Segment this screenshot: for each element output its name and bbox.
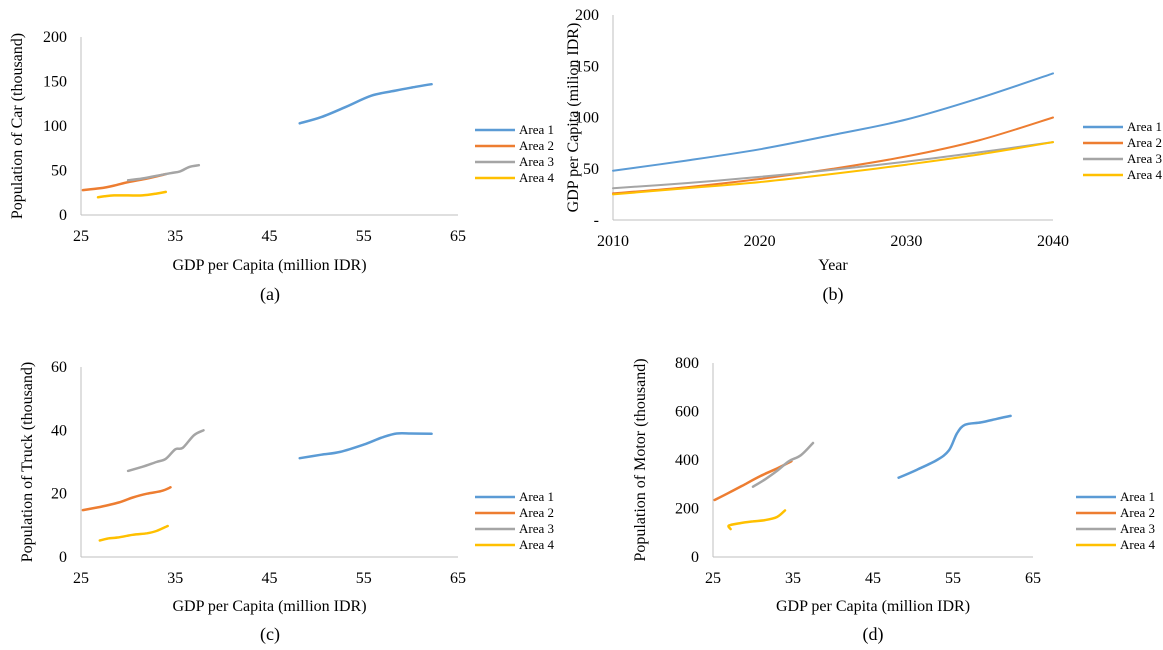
series-line-area-1 [298,431,433,460]
chart-caption: (a) [260,284,280,305]
y-tick-label: 600 [675,404,699,421]
y-tick-label: 150 [575,58,599,75]
y-tick-label: 200 [575,7,599,24]
y-tick-label: 200 [675,501,699,518]
y-tick-label: 50 [51,163,67,180]
legend-label: Area 2 [519,138,554,153]
y-tick-label: 60 [51,359,67,376]
x-tick-label: 2020 [744,233,776,250]
chart-caption: (d) [863,624,884,645]
x-tick-label: 25 [73,570,89,587]
legend-label: Area 3 [519,521,554,536]
y-tick-label: 0 [59,207,67,224]
series-line-area-1 [612,72,1054,172]
legend-label: Area 2 [1127,135,1162,150]
series-line-area-2 [81,486,172,512]
series-line-area-2 [713,459,793,502]
x-tick-label: 65 [1025,570,1041,587]
y-axis-label: Population of Motor (thousand) [632,358,649,561]
legend-label: Area 3 [519,154,554,169]
y-tick-label: 50 [583,161,599,178]
series-line-area-4 [98,524,169,542]
x-tick-label: 65 [450,570,466,587]
series-line-area-1 [298,82,433,125]
legend-label: Area 4 [1127,167,1163,182]
series-line-area-2 [612,116,1054,195]
x-tick-label: 55 [945,570,961,587]
y-axis-label: GDP per Capita (milion IDR) [565,23,582,213]
x-axis-label: GDP per Capita (million IDR) [776,598,970,615]
chart-3: 0 20 40 60 25 35 45 55 65 GDP per Capita (million… [19,359,555,645]
y-tick-label: 100 [575,110,599,127]
chart-caption: (b) [823,284,844,305]
y-tick-label: 400 [675,452,699,469]
y-axis-label: Population of Truck (thousand) [19,362,36,562]
legend-label: Area 1 [519,489,554,504]
y-tick-label: 40 [51,422,67,439]
series-line-area-3 [612,141,1054,190]
x-tick-label: 45 [262,570,278,587]
legend-label: Area 1 [1127,119,1162,134]
y-tick-label: 0 [59,549,67,566]
x-tick-label: 25 [73,228,89,245]
y-tick-label: 200 [43,29,67,46]
y-axis-label: Population of Car (thousand) [9,33,26,219]
x-tick-label: 35 [167,228,183,245]
series-line-area-3 [126,429,205,473]
legend-label: Area 4 [519,537,555,552]
x-axis-label: GDP per Capita (million IDR) [172,257,366,274]
chart-caption: (c) [260,624,280,645]
y-tick-label: 20 [51,486,67,503]
series-line-area-3 [126,163,201,182]
x-tick-label: 35 [785,570,801,587]
y-tick-label: 800 [675,355,699,372]
x-tick-label: 2010 [597,233,629,250]
legend-label: Area 2 [519,505,554,520]
y-tick-label: 100 [43,118,67,135]
legend-label: Area 3 [1120,521,1155,536]
x-tick-label: 65 [450,228,466,245]
series-line-area-3 [751,441,815,488]
chart-1: 0 50 100 150 200 25 35 45 55 65 GDP per Capita (mi… [9,29,555,305]
x-tick-label: 25 [705,570,721,587]
series-line-area-4 [727,509,787,531]
legend-label: Area 1 [1120,489,1155,504]
chart-2: - 50 100 150 200 2010 2020 2030 2040 Year GDP per … [565,7,1163,305]
x-tick-label: 45 [865,570,881,587]
x-axis-label: Year [818,257,848,274]
x-tick-label: 35 [167,570,183,587]
chart-4: 0 200 400 600 800 25 35 45 55 65 GDP per Capita (m… [632,355,1156,645]
legend-label: Area 3 [1127,151,1162,166]
series-line-area-4 [612,141,1054,196]
y-tick-label: 0 [691,549,699,566]
y-tick-label: 150 [43,74,67,91]
x-tick-label: 2030 [890,233,922,250]
y-tick-label: - [594,212,599,229]
legend-label: Area 4 [1120,537,1156,552]
legend-label: Area 4 [519,170,555,185]
series-line-area-4 [96,190,168,199]
x-tick-label: 55 [356,570,372,587]
legend-label: Area 1 [519,122,554,137]
x-tick-label: 45 [262,228,278,245]
x-axis-label: GDP per Capita (million IDR) [172,598,366,615]
x-tick-label: 55 [356,228,372,245]
legend-label: Area 2 [1120,505,1155,520]
series-line-area-1 [897,414,1012,479]
x-tick-label: 2040 [1037,233,1069,250]
